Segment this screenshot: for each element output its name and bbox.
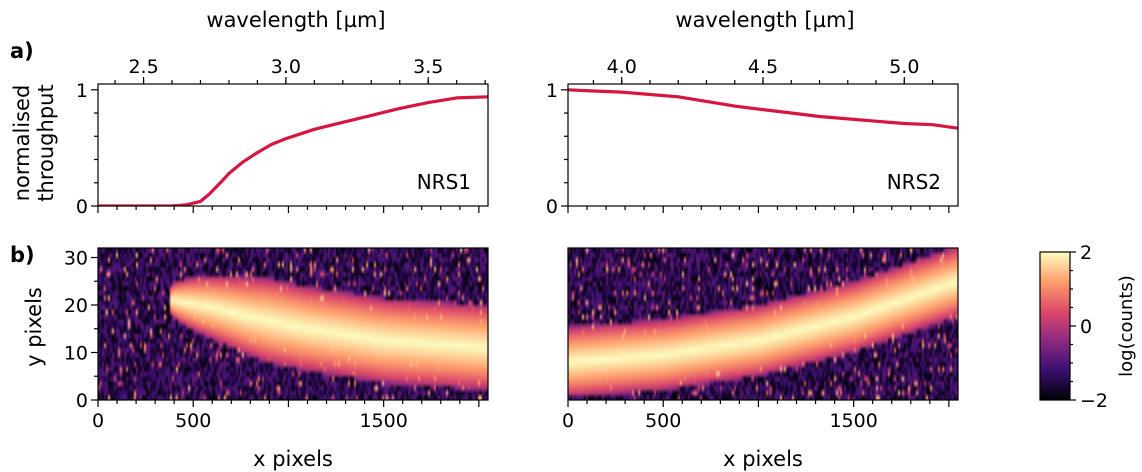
throughput-line-nrs2 [568,88,958,130]
wavelength-tick-label: 4.5 [748,56,778,78]
throughput-tick-label: 1 [546,80,558,102]
wavelength-axis-title-nrs2: wavelength [µm] [675,8,854,32]
heatmap-nrs2 [568,248,958,400]
heatmap-nrs1 [98,248,488,400]
colorbar-gradient [1040,252,1070,400]
ypix-tick-label: 30 [64,248,88,270]
detector-label-nrs1: NRS1 [417,170,471,194]
colorbar-tick-label: 0 [1080,316,1092,338]
throughput-tick-label: 1 [76,80,88,102]
xpix-axis-title-nrs2: x pixels [723,447,803,471]
panel-label-b: b) [10,243,35,267]
xpix-tick-label: 1500 [359,410,407,432]
colorbar-tick-label: 2 [1080,242,1092,264]
detector-label-nrs2: NRS2 [887,170,941,194]
wavelength-tick-label: 3.0 [271,56,301,78]
colorbar-tick-label: −2 [1080,390,1108,412]
throughput-line-nrs1 [98,95,488,206]
colorbar: log(counts) [1039,251,1137,401]
ypix-axis-title: y pixels [22,287,46,367]
heatmap-image-nrs2 [568,248,958,400]
ypix-tick-label: 0 [76,390,88,412]
xpix-tick-label: 0 [562,410,574,432]
wavelength-tick-label: 4.0 [607,56,637,78]
ypix-tick-label: 10 [64,343,88,365]
throughput-axis-title: normalised throughput [10,84,58,201]
xpix-axis-title-nrs1: x pixels [253,447,333,471]
wavelength-tick-label: 2.5 [128,56,158,78]
throughput-tick-label: 0 [546,196,558,218]
xpix-tick-label: 1500 [829,410,877,432]
throughput-axis-title-line2: throughput [34,84,58,201]
heatmap-image-nrs1 [98,248,488,400]
ypix-tick-label: 20 [64,295,88,317]
axes-frame-b1 [97,247,489,401]
axes-frame-b2 [567,247,959,401]
colorbar-label: log(counts) [1116,275,1137,377]
throughput-tick-label: 0 [76,196,88,218]
panel-label-a: a) [10,39,34,63]
throughput-axis-title-line1: normalised [10,85,34,202]
xpix-tick-label: 0 [92,410,104,432]
wavelength-tick-label: 3.5 [413,56,443,78]
xpix-tick-label: 500 [175,410,211,432]
xpix-tick-label: 500 [645,410,681,432]
axes-frame-a1 [97,83,489,207]
wavelength-axis-title-nrs1: wavelength [µm] [206,8,385,32]
wavelength-tick-label: 5.0 [889,56,919,78]
